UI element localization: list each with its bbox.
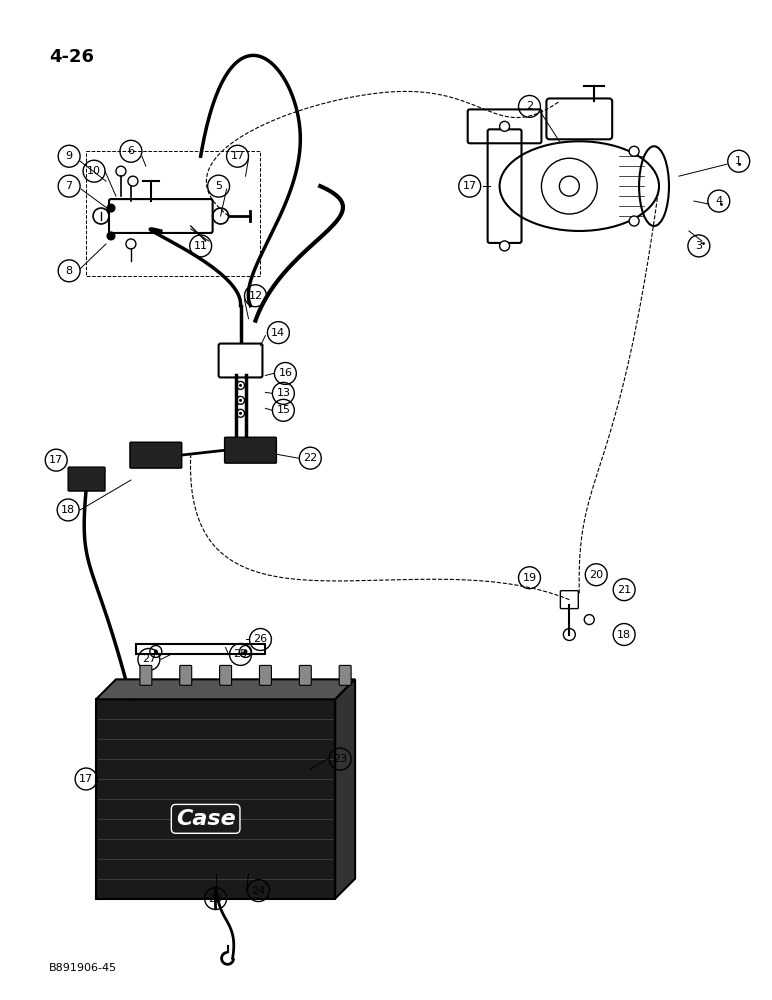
Text: 4: 4 [715, 196, 723, 206]
Text: 6: 6 [127, 146, 134, 156]
FancyBboxPatch shape [219, 665, 232, 685]
Circle shape [239, 384, 242, 387]
Text: 25: 25 [233, 649, 248, 659]
Polygon shape [96, 679, 355, 699]
Text: 18: 18 [61, 505, 75, 515]
Text: 15: 15 [276, 405, 290, 415]
Text: B891906-45: B891906-45 [49, 963, 117, 973]
Text: 10: 10 [87, 166, 101, 176]
Text: 13: 13 [276, 388, 290, 398]
FancyBboxPatch shape [130, 442, 181, 468]
FancyBboxPatch shape [140, 665, 152, 685]
Text: 12: 12 [249, 291, 262, 301]
Circle shape [243, 649, 248, 653]
Circle shape [107, 204, 115, 212]
Text: 22: 22 [303, 453, 317, 463]
Text: 19: 19 [523, 573, 537, 583]
Text: 20: 20 [589, 570, 603, 580]
FancyBboxPatch shape [68, 467, 105, 491]
FancyBboxPatch shape [225, 437, 276, 463]
Circle shape [107, 232, 115, 240]
Polygon shape [96, 699, 335, 899]
Text: 21: 21 [617, 585, 631, 595]
Text: 9: 9 [66, 151, 73, 161]
Text: 14: 14 [271, 328, 286, 338]
Text: 4-26: 4-26 [49, 48, 94, 66]
Circle shape [499, 241, 510, 251]
FancyBboxPatch shape [339, 665, 351, 685]
Text: 26: 26 [253, 634, 268, 644]
Text: 27: 27 [142, 654, 156, 664]
Circle shape [154, 649, 157, 653]
Circle shape [239, 399, 242, 402]
Circle shape [239, 412, 242, 415]
FancyBboxPatch shape [218, 344, 262, 377]
FancyBboxPatch shape [259, 665, 272, 685]
Polygon shape [335, 679, 355, 899]
FancyBboxPatch shape [180, 665, 191, 685]
Text: 3: 3 [696, 241, 703, 251]
Text: 2: 2 [526, 101, 533, 111]
Text: 23: 23 [333, 754, 347, 764]
Text: 11: 11 [194, 241, 208, 251]
Text: 17: 17 [79, 774, 93, 784]
Text: 8: 8 [66, 266, 73, 276]
Text: 24: 24 [252, 886, 266, 896]
Text: Case: Case [176, 809, 235, 829]
Text: 7: 7 [66, 181, 73, 191]
Text: 17: 17 [462, 181, 477, 191]
Text: 18: 18 [617, 630, 631, 640]
Text: 17: 17 [231, 151, 245, 161]
Text: 17: 17 [49, 455, 63, 465]
FancyBboxPatch shape [300, 665, 311, 685]
Text: 1: 1 [735, 156, 742, 166]
Circle shape [629, 146, 639, 156]
Circle shape [499, 121, 510, 131]
Text: 23: 23 [208, 894, 222, 904]
Circle shape [629, 216, 639, 226]
Text: 5: 5 [215, 181, 222, 191]
Text: 16: 16 [279, 368, 293, 378]
